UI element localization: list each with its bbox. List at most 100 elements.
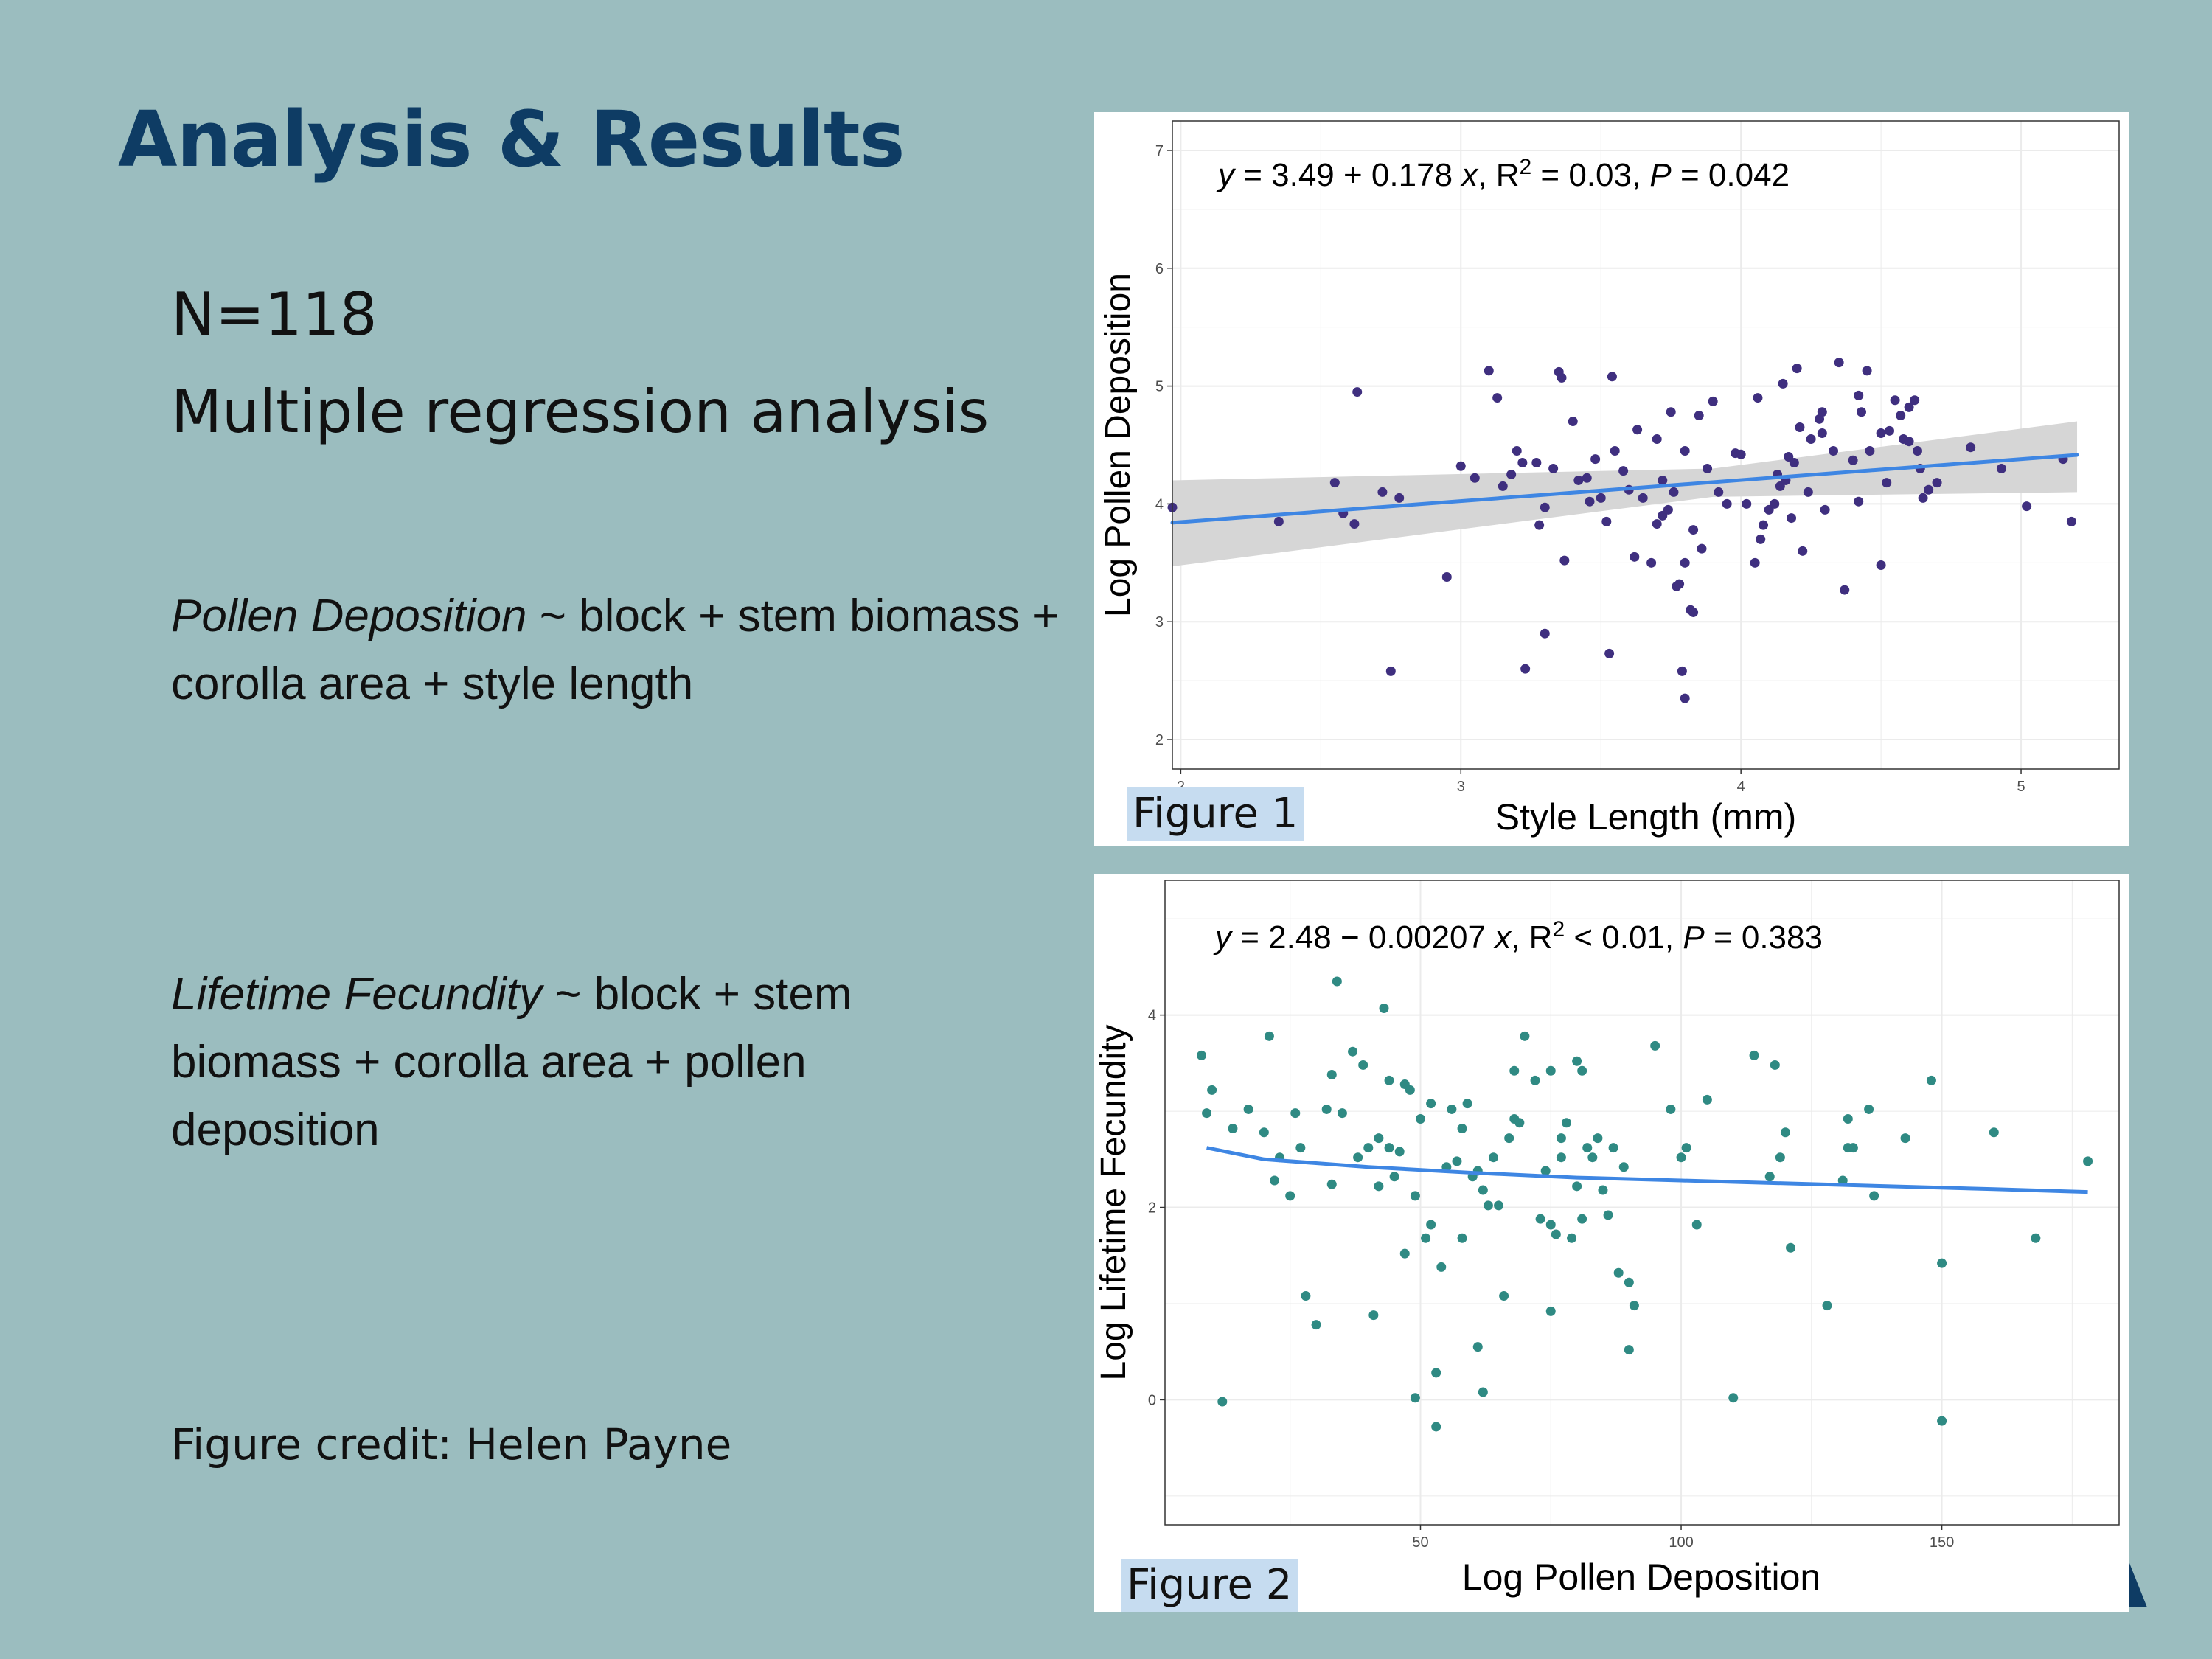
data-point	[1415, 1114, 1425, 1124]
data-point	[1374, 1133, 1384, 1144]
figure-2-chart: 50 100 150 0 2 4 Log Pollen Deposition Log Life…	[1094, 880, 2120, 1598]
data-point	[1778, 378, 1788, 389]
y-tick-label: 2	[1155, 732, 1164, 748]
formula-pollen: Pollen Deposition ~ block + stem biomass…	[171, 582, 1115, 718]
x-axis-title: Log Pollen Deposition	[1462, 1557, 1820, 1598]
data-point	[1630, 552, 1640, 562]
data-point	[1770, 1060, 1780, 1070]
sample-size: N=118	[171, 280, 378, 349]
data-point	[1217, 1397, 1228, 1407]
data-point	[1742, 498, 1752, 509]
data-point	[1436, 1262, 1447, 1272]
data-point	[1394, 1147, 1405, 1157]
data-point	[1900, 1133, 1910, 1144]
x-tick-label: 50	[1412, 1534, 1428, 1551]
data-point	[1703, 463, 1713, 473]
regression-line	[1170, 453, 2079, 525]
data-point	[1269, 1175, 1279, 1186]
data-point	[1666, 1104, 1676, 1114]
y-axis-title: Log Pollen Deposition	[1099, 273, 1138, 617]
data-point	[1652, 434, 1662, 445]
data-point	[1545, 1306, 1556, 1316]
data-point	[1834, 358, 1844, 368]
data-point	[1295, 1143, 1306, 1153]
data-point	[1658, 475, 1668, 485]
data-point	[1384, 1143, 1394, 1153]
data-point	[1431, 1368, 1441, 1378]
data-point	[1697, 543, 1707, 554]
formula-fecundity-response: Lifetime Fecundity	[171, 969, 543, 1020]
data-point	[1405, 1085, 1415, 1095]
data-point	[1488, 1152, 1498, 1163]
data-point	[1457, 1124, 1467, 1134]
data-point	[1332, 976, 1342, 987]
regression-equation: y = 2.48 − 0.00207 x, R2 < 0.01, P = 0.3…	[1213, 917, 1823, 956]
data-point	[1722, 498, 1732, 509]
data-point	[1749, 1050, 1759, 1060]
data-point	[1498, 481, 1508, 491]
data-point	[1556, 1152, 1566, 1163]
data-point	[1829, 445, 1839, 456]
regression-equation: y = 3.49 + 0.178 x, R2 = 0.03, P = 0.042	[1216, 155, 1790, 194]
data-point	[1321, 1104, 1332, 1114]
y-tick-label: 5	[1155, 379, 1164, 395]
data-point	[1349, 519, 1360, 529]
data-point	[1196, 1050, 1206, 1060]
data-point	[1559, 555, 1570, 566]
data-point	[1864, 1104, 1874, 1114]
data-point	[1876, 560, 1886, 571]
data-point	[1618, 466, 1629, 476]
data-point	[1506, 469, 1517, 479]
data-point	[1228, 1124, 1238, 1134]
formula-fecundity: Lifetime Fecundity ~ block + stem biomas…	[171, 961, 945, 1164]
data-point	[1472, 1342, 1483, 1352]
data-point	[1624, 1277, 1634, 1287]
data-point	[1652, 519, 1662, 529]
data-point	[1431, 1422, 1441, 1432]
data-point	[1854, 390, 1864, 400]
data-point	[1610, 445, 1620, 456]
data-point	[1764, 1172, 1775, 1182]
data-point	[1876, 428, 1886, 439]
y-axis-title: Log Lifetime Fecundity	[1094, 1025, 1133, 1381]
data-point	[1410, 1393, 1420, 1403]
data-point	[1912, 445, 1922, 456]
data-point	[1714, 487, 1724, 497]
data-point	[1326, 1070, 1337, 1080]
data-point	[1264, 1031, 1274, 1041]
data-point	[1817, 407, 1827, 417]
data-point	[1337, 1108, 1347, 1119]
data-point	[1572, 1181, 1582, 1192]
data-point	[1896, 411, 1906, 421]
data-point	[1601, 516, 1612, 526]
data-point	[1568, 417, 1578, 427]
y-tick-label: 4	[1148, 1008, 1156, 1024]
data-point	[1531, 457, 1542, 467]
regression-curve	[1206, 1146, 2088, 1194]
figure-credit: Figure credit: Helen Payne	[171, 1419, 732, 1470]
data-point	[1688, 525, 1699, 535]
formula-fecundity-terms: ~ block + stem biomass + corolla area + …	[171, 969, 852, 1155]
data-point	[1379, 1003, 1389, 1013]
data-point	[1750, 557, 1760, 568]
data-point	[1787, 513, 1797, 524]
data-point	[1389, 1172, 1399, 1182]
figure-1-chart: 2 3 4 5 2 3 4 5 6 7 Style Length (mm) Log Pollen De…	[1099, 120, 2120, 838]
data-point	[1520, 664, 1531, 674]
data-point	[1632, 425, 1643, 435]
data-point	[1680, 693, 1690, 703]
data-point	[1926, 1075, 1936, 1085]
data-point	[1728, 1393, 1739, 1403]
data-point	[1285, 1191, 1295, 1201]
data-point	[1207, 1085, 1217, 1095]
data-point	[1540, 502, 1550, 512]
data-point	[1311, 1320, 1321, 1330]
data-point	[1545, 1220, 1556, 1230]
data-point	[1688, 607, 1699, 617]
x-axis-title: Style Length (mm)	[1495, 796, 1796, 838]
data-point	[1753, 393, 1763, 403]
data-point	[1326, 1179, 1337, 1189]
data-point	[1669, 487, 1679, 497]
data-point	[1759, 520, 1769, 530]
x-tick-label: 5	[2017, 779, 2025, 795]
